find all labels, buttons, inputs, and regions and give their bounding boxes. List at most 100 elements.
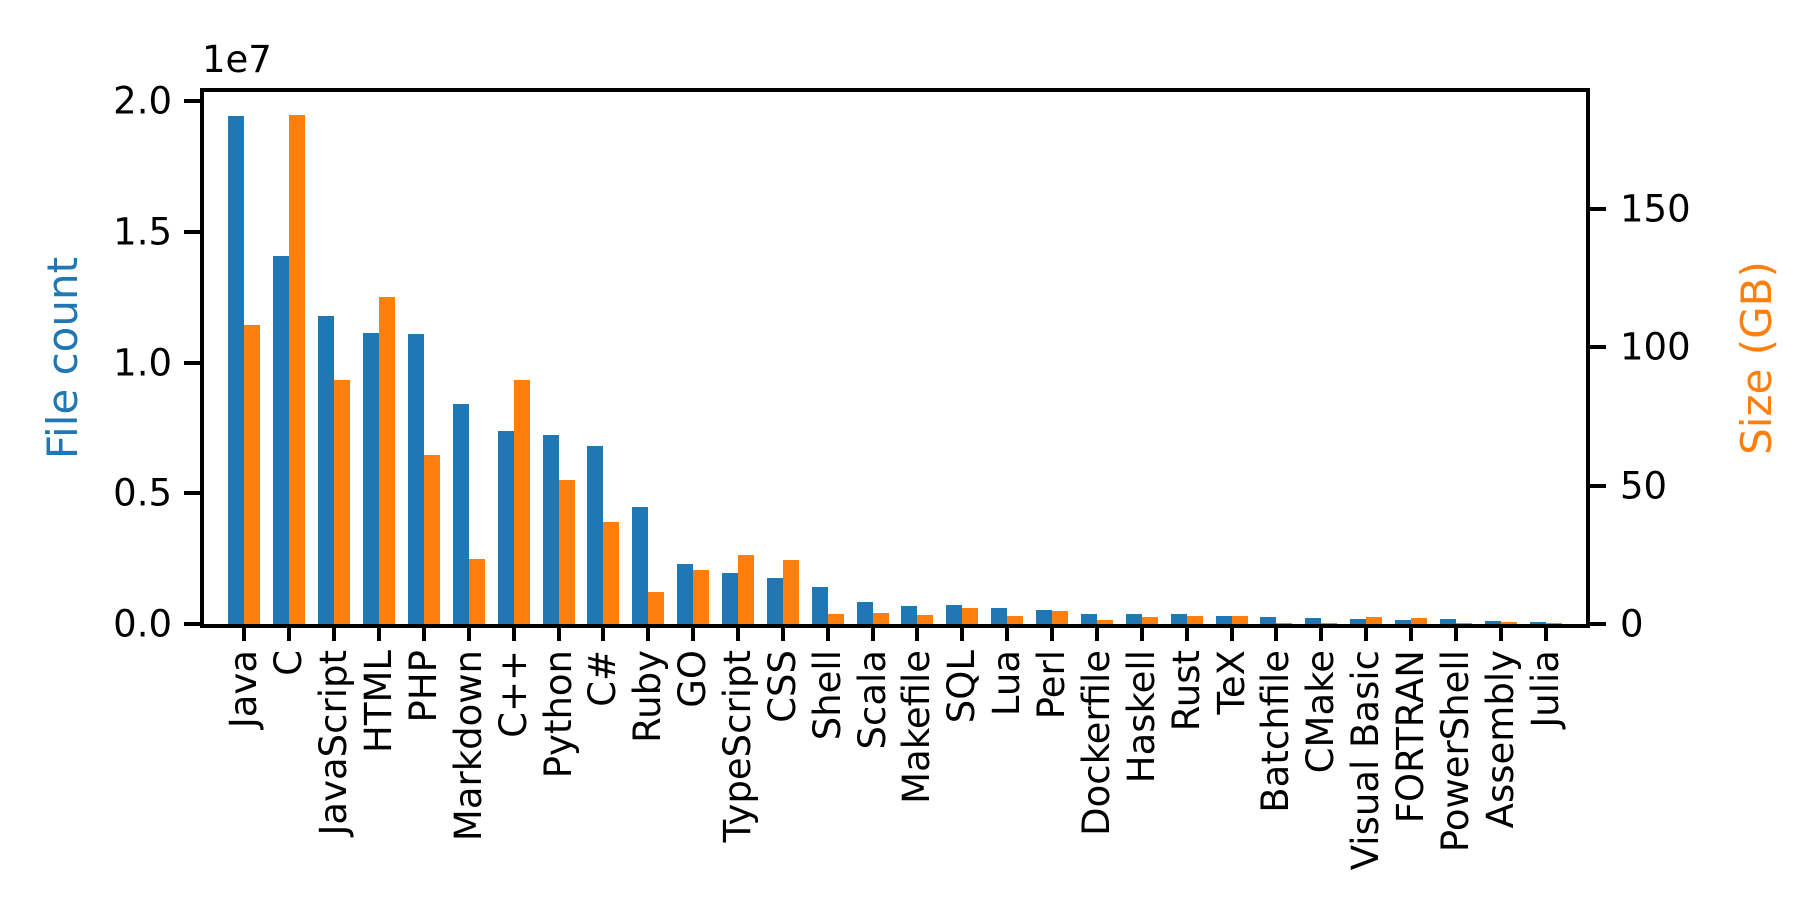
size-gb-bar <box>1410 618 1427 624</box>
file-count-bar <box>946 605 963 624</box>
x-tick-label: TypeScript <box>715 650 759 843</box>
bar-group <box>318 316 351 624</box>
x-tick <box>242 628 247 641</box>
bar-group <box>991 608 1024 624</box>
x-tick <box>1498 628 1503 641</box>
y-tick-right <box>1590 483 1606 488</box>
x-tick <box>1274 628 1279 641</box>
file-count-bar <box>1036 610 1053 624</box>
size-gb-bar <box>289 115 306 624</box>
bar-group <box>273 115 306 624</box>
size-gb-bar <box>1545 623 1562 624</box>
size-gb-bar <box>962 608 979 624</box>
file-count-bar <box>1439 619 1456 624</box>
bar-group <box>766 560 799 624</box>
x-tick <box>1408 628 1413 641</box>
y-tick-label-left: 2.0 <box>113 79 172 123</box>
y-tick-label-left: 0.5 <box>113 471 172 515</box>
file-count-bar <box>1215 616 1232 624</box>
x-tick-label: Haskell <box>1119 650 1163 784</box>
size-gb-bar <box>1007 616 1024 624</box>
bar-group <box>856 602 889 624</box>
y-tick-label-left: 1.0 <box>113 341 172 385</box>
bar-group <box>1080 614 1113 624</box>
x-tick <box>421 628 426 641</box>
file-count-bar <box>318 316 335 624</box>
bar-group <box>228 116 261 624</box>
x-tick-label: Visual Basic <box>1344 650 1388 871</box>
x-tick <box>915 628 920 641</box>
x-tick-label: SQL <box>940 650 984 724</box>
file-count-bar <box>1529 622 1546 624</box>
x-tick-label: Assembly <box>1478 650 1522 829</box>
bar-group <box>632 507 665 624</box>
bar-group <box>677 564 710 624</box>
x-tick <box>1229 628 1234 641</box>
bar-group <box>452 404 485 624</box>
y-tick-right <box>1590 206 1606 211</box>
file-count-bar <box>1305 618 1322 624</box>
bar-group <box>1350 617 1383 624</box>
size-gb-bar <box>1455 623 1472 624</box>
x-tick-label: GO <box>671 650 715 708</box>
x-tick <box>601 628 606 641</box>
size-gb-bar <box>693 570 710 624</box>
bar-group <box>811 587 844 624</box>
file-count-bar <box>1394 620 1411 624</box>
y-tick-label-left: 0.0 <box>113 602 172 646</box>
size-gb-bar <box>782 560 799 624</box>
bar-group <box>1439 619 1472 624</box>
size-gb-bar <box>603 522 620 624</box>
x-tick <box>691 628 696 641</box>
file-count-bar <box>766 578 783 624</box>
y-tick-label-right: 50 <box>1620 464 1668 508</box>
size-gb-bar <box>1141 617 1158 624</box>
bar-group <box>946 605 979 624</box>
x-tick <box>377 628 382 641</box>
x-tick <box>780 628 785 641</box>
bar-group <box>1260 617 1293 624</box>
x-tick-label: Julia <box>1523 650 1567 728</box>
size-gb-bar <box>468 559 485 624</box>
size-gb-bar <box>1186 616 1203 624</box>
x-tick-label: Dockerfile <box>1074 650 1118 836</box>
size-gb-bar <box>1052 611 1069 624</box>
x-tick-label: Lua <box>985 650 1029 717</box>
x-tick <box>1184 628 1189 641</box>
x-tick <box>735 628 740 641</box>
bar-group <box>1394 618 1427 624</box>
size-gb-bar <box>1500 622 1517 624</box>
bar-group <box>363 297 396 624</box>
x-tick <box>870 628 875 641</box>
x-tick-label: Batchfile <box>1254 650 1298 813</box>
x-tick <box>1319 628 1324 641</box>
size-gb-bar <box>1276 623 1293 624</box>
x-tick-label: FORTRAN <box>1388 650 1432 824</box>
x-tick-label: C <box>267 650 311 676</box>
x-tick <box>1139 628 1144 641</box>
file-count-bar <box>677 564 694 624</box>
x-tick <box>1543 628 1548 641</box>
file-count-bar <box>1080 614 1097 624</box>
size-gb-bar <box>334 380 351 624</box>
y-tick-left <box>184 491 200 496</box>
file-count-bar <box>721 573 738 624</box>
x-tick <box>511 628 516 641</box>
x-tick-label: Python <box>536 650 580 779</box>
file-count-bar <box>632 507 649 624</box>
size-gb-bar <box>379 297 396 624</box>
x-tick-label: PowerShell <box>1433 650 1477 853</box>
file-count-bar <box>273 256 290 624</box>
y-tick-label-right: 150 <box>1620 187 1691 231</box>
x-tick-label: C++ <box>491 650 535 738</box>
y-tick-label-left: 1.5 <box>113 210 172 254</box>
file-count-bar <box>811 587 828 624</box>
bar-group <box>587 446 620 624</box>
bar-group <box>1305 618 1338 624</box>
y-tick-right <box>1590 622 1606 626</box>
size-gb-bar <box>513 380 530 624</box>
x-tick-label: CMake <box>1299 650 1343 774</box>
plot-area <box>200 88 1590 628</box>
x-tick <box>1094 628 1099 641</box>
x-tick-label: Perl <box>1030 650 1074 720</box>
